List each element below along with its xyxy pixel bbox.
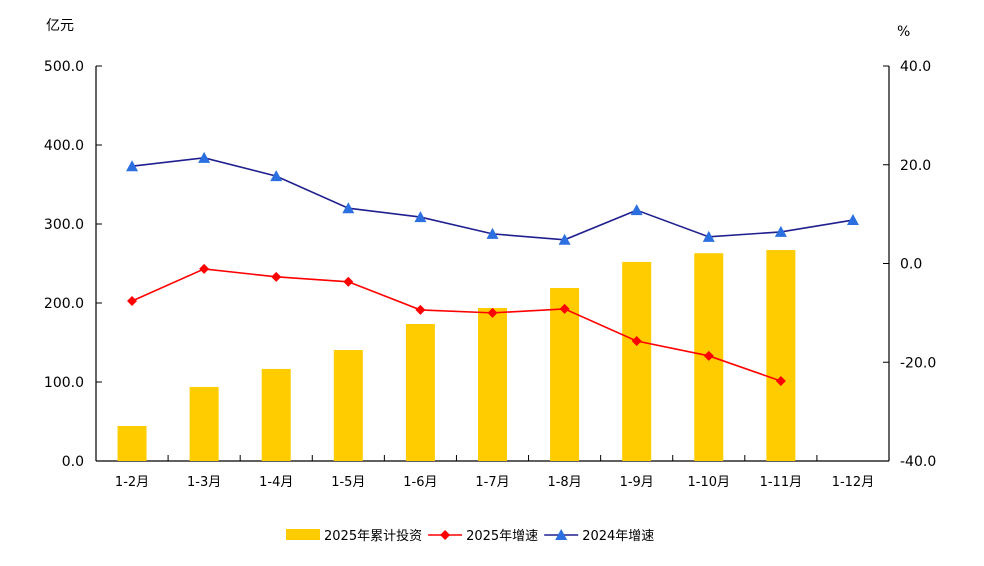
left-tick-label: 100.0: [44, 375, 84, 391]
left-tick-label: 200.0: [44, 296, 84, 312]
diamond-marker: [487, 307, 498, 318]
x-tick-label: 1-4月: [259, 475, 293, 490]
bar: [261, 368, 291, 461]
legend-label: 2025年累计投资: [324, 528, 422, 544]
legend-diamond-marker: [440, 530, 451, 540]
triangle-marker: [342, 202, 355, 214]
right-tick-label: -40.0: [900, 454, 936, 470]
triangle-marker: [126, 160, 139, 172]
bar: [405, 324, 435, 461]
left-tick-label: 500.0: [44, 59, 84, 75]
legend-label: 2025年增速: [466, 529, 538, 544]
bar: [622, 261, 652, 461]
x-tick-label: 1-5月: [331, 475, 365, 490]
legend-swatch-bar: [286, 529, 320, 540]
triangle-marker: [414, 211, 427, 223]
line-series: [126, 151, 859, 387]
left-tick-label: 400.0: [44, 138, 84, 154]
legend: 2025年累计投资 2025年增速 2024年增速: [286, 528, 654, 544]
diamond-marker: [127, 296, 138, 307]
triangle-marker: [270, 170, 283, 182]
bar: [333, 350, 363, 461]
legend-triangle-marker: [555, 529, 568, 540]
x-tick-label: 1-6月: [403, 475, 437, 490]
x-tick-label: 1-2月: [115, 475, 149, 490]
triangle-marker: [486, 227, 499, 239]
diamond-marker: [343, 276, 354, 287]
left-axis-unit: 亿元: [46, 18, 74, 34]
bar: [189, 386, 219, 461]
left-tick-label: 300.0: [44, 217, 84, 233]
diamond-marker: [631, 336, 642, 347]
bar: [550, 287, 580, 461]
x-tick-label: 1-8月: [547, 475, 581, 490]
triangle-marker: [558, 233, 571, 245]
bar: [766, 250, 796, 461]
right-tick-label: -20.0: [900, 355, 936, 371]
x-tick-label: 1-11月: [760, 475, 803, 490]
x-tick-label: 1-7月: [475, 475, 509, 490]
diamond-marker: [559, 303, 570, 314]
bar: [478, 307, 507, 461]
x-tick-label: 1-10月: [688, 475, 731, 490]
triangle-marker: [846, 214, 859, 226]
right-tick-label: 0.0: [900, 257, 922, 273]
axes: 0.0 100.0 200.0 300.0 400.0 500.0 -40.0 -20.0 0.…: [44, 59, 936, 490]
diamond-marker: [775, 376, 786, 387]
diamond-marker: [415, 304, 426, 315]
right-axis-unit: %: [897, 24, 910, 40]
diamond-marker: [199, 263, 210, 274]
triangle-marker: [702, 230, 715, 242]
bar-series: [117, 250, 796, 461]
x-tick-label: 1-3月: [187, 475, 221, 490]
right-tick-label: 40.0: [900, 59, 931, 75]
x-tick-label: 1-12月: [832, 475, 875, 490]
diamond-marker: [703, 350, 714, 361]
right-tick-label: 20.0: [900, 158, 931, 174]
diamond-marker: [271, 271, 282, 282]
series-line: [131, 268, 782, 382]
bar: [117, 426, 147, 461]
series-line: [131, 157, 854, 241]
triangle-marker: [774, 225, 787, 237]
x-tick-label: 1-9月: [620, 475, 654, 490]
legend-label: 2024年增速: [582, 529, 654, 544]
left-tick-label: 0.0: [62, 454, 84, 470]
triangle-marker: [630, 204, 643, 216]
triangle-marker: [198, 151, 211, 163]
